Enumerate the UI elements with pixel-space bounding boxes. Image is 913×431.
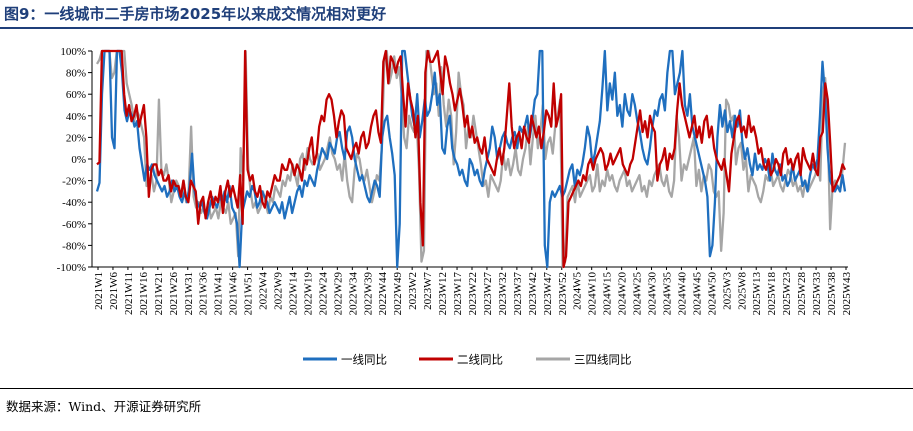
x-tick-label: 2021W31	[183, 272, 195, 315]
x-tick-label: 2024W50	[706, 272, 718, 316]
y-tick-label: 80%	[66, 68, 86, 80]
x-axis: 2021W1 2021W6 2021W11 2021W16 2021W21 2021W26…	[92, 266, 853, 316]
x-tick-label: 2024W40	[676, 272, 688, 316]
x-tick-label: 2021W51	[243, 272, 255, 315]
x-tick-label: 2021W1	[93, 272, 105, 310]
x-tick-label: 2022W34	[347, 272, 359, 316]
x-tick-label: 2024W25	[632, 272, 644, 316]
x-tick-label: 2023W32	[497, 272, 509, 315]
x-tick-label: 2022W19	[302, 272, 314, 316]
y-tick-label: -100%	[57, 262, 86, 274]
x-tick-label: 2024W45	[691, 272, 703, 316]
y-tick-label: 0%	[71, 154, 86, 166]
x-tick-label: 2021W41	[213, 272, 225, 315]
x-tick-label: 2023W42	[527, 272, 539, 315]
x-tick-label: 2025W8	[736, 272, 748, 310]
x-tick-label: 2023W12	[437, 272, 449, 315]
x-tick-label: 2025W13	[751, 272, 763, 316]
x-tick-label: 2024W30	[647, 272, 659, 316]
y-tick-label: 40%	[66, 111, 86, 123]
x-tick-label: 2023W7	[422, 272, 434, 310]
x-tick-label: 2022W29	[332, 272, 344, 316]
y-tick-label: -40%	[62, 197, 86, 209]
y-axis: 100% 80% 60% 40% 20% 0% -20% -40% -60% -80% -100%	[57, 46, 93, 274]
x-tick-label: 2025W28	[796, 272, 808, 316]
series-group	[95, 49, 847, 269]
x-tick-label: 2025W33	[811, 272, 823, 316]
figure-title: 图9：一线城市二手房市场2025年以来成交情况相对更好	[4, 5, 387, 23]
x-tick-label: 2022W14	[287, 272, 299, 316]
x-tick-label: 2024W20	[617, 272, 629, 316]
x-tick-label: 2021W36	[198, 272, 210, 316]
x-tick-label: 2025W23	[781, 272, 793, 316]
x-tick-label: 2022W44	[377, 272, 389, 316]
series-line-tier2	[96, 49, 847, 269]
x-tick-label: 2023W22	[467, 272, 479, 315]
x-tick-label: 2022W49	[392, 272, 404, 316]
x-tick-label: 2022W39	[362, 272, 374, 316]
x-tick-label: 2025W38	[826, 272, 838, 316]
legend-label-tier1: 一线同比	[341, 353, 387, 367]
x-tick-label: 2023W2	[407, 272, 419, 310]
series-line-tier1	[95, 49, 847, 269]
x-tick-label: 2023W47	[542, 272, 554, 316]
legend: 一线同比 二线同比 三四线同比	[303, 353, 632, 367]
legend-label-tier2: 二线同比	[457, 353, 503, 367]
x-tick-label: 2021W6	[108, 272, 120, 310]
source-note: 数据来源：Wind、开源证券研究所	[6, 399, 202, 414]
x-tick-label: 2023W27	[482, 272, 494, 316]
x-tick-label: 2021W11	[123, 272, 135, 315]
x-tick-label: 2023W37	[512, 272, 524, 316]
source-rule	[0, 388, 913, 389]
x-tick-label: 2024W35	[661, 272, 673, 316]
x-tick-label: 2025W18	[766, 272, 778, 316]
x-tick-label: 2024W5	[572, 272, 584, 310]
x-tick-label: 2021W21	[153, 272, 165, 315]
title-rule	[0, 27, 913, 29]
y-tick-label: -20%	[62, 176, 86, 188]
y-tick-label: 60%	[66, 89, 86, 101]
x-tick-label: 2024W15	[602, 272, 614, 316]
y-tick-label: -80%	[62, 240, 86, 252]
x-tick-label: 2025W3	[721, 272, 733, 310]
y-tick-label: 100%	[60, 46, 86, 58]
x-tick-label: 2022W9	[273, 272, 285, 310]
x-tick-label: 2022W4	[258, 272, 270, 310]
x-tick-label: 2023W17	[452, 272, 464, 316]
line-chart: 100%80%60%40%20%0%-20%-40%-60%-80%-100% …	[57, 46, 853, 367]
x-tick-label: 2021W16	[138, 272, 150, 316]
legend-label-tier34: 三四线同比	[574, 353, 632, 367]
x-tick-label: 2023W52	[557, 272, 569, 315]
y-tick-label: -60%	[62, 219, 86, 231]
x-tick-label: 2021W46	[228, 272, 240, 316]
y-tick-label: 20%	[66, 132, 86, 144]
x-tick-label: 2021W26	[168, 272, 180, 316]
x-tick-label: 2025W43	[841, 272, 853, 316]
x-tick-label: 2024W10	[587, 272, 599, 316]
x-tick-label: 2022W24	[317, 272, 329, 316]
